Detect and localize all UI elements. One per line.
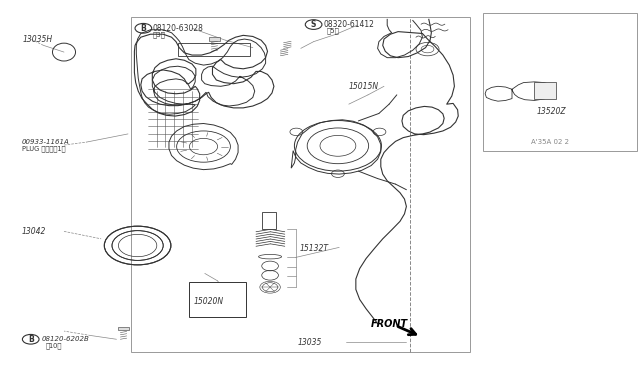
Bar bbox=[118, 327, 129, 330]
Text: A'35A 02 2: A'35A 02 2 bbox=[531, 139, 569, 145]
Text: S: S bbox=[311, 20, 316, 29]
Bar bbox=[189, 282, 246, 317]
Text: 13035: 13035 bbox=[298, 338, 322, 347]
Text: 13035H: 13035H bbox=[22, 35, 52, 44]
Text: 00933-1161A: 00933-1161A bbox=[22, 139, 70, 145]
Bar bbox=[534, 82, 556, 99]
Text: B: B bbox=[28, 335, 33, 344]
Text: 13520Z: 13520Z bbox=[536, 107, 566, 116]
Text: （3）: （3） bbox=[152, 31, 165, 38]
Bar bbox=[131, 17, 470, 352]
Bar bbox=[262, 212, 276, 229]
Text: （5）: （5） bbox=[326, 28, 339, 34]
Text: 08120-63028: 08120-63028 bbox=[152, 24, 203, 33]
Text: 08320-61412: 08320-61412 bbox=[323, 20, 374, 29]
Bar bbox=[209, 37, 220, 41]
Text: FRONT: FRONT bbox=[371, 320, 408, 329]
Bar bbox=[483, 13, 637, 151]
Text: PLUG プラグ（1）: PLUG プラグ（1） bbox=[22, 145, 65, 152]
Text: 08120-6202B: 08120-6202B bbox=[42, 336, 90, 342]
Text: 〈10〉: 〈10〉 bbox=[46, 342, 63, 349]
Text: 15020N: 15020N bbox=[193, 297, 223, 306]
Text: 15132T: 15132T bbox=[300, 244, 328, 253]
Text: B: B bbox=[141, 24, 146, 33]
Text: 13042: 13042 bbox=[22, 227, 46, 236]
Text: 15015N: 15015N bbox=[349, 82, 379, 91]
